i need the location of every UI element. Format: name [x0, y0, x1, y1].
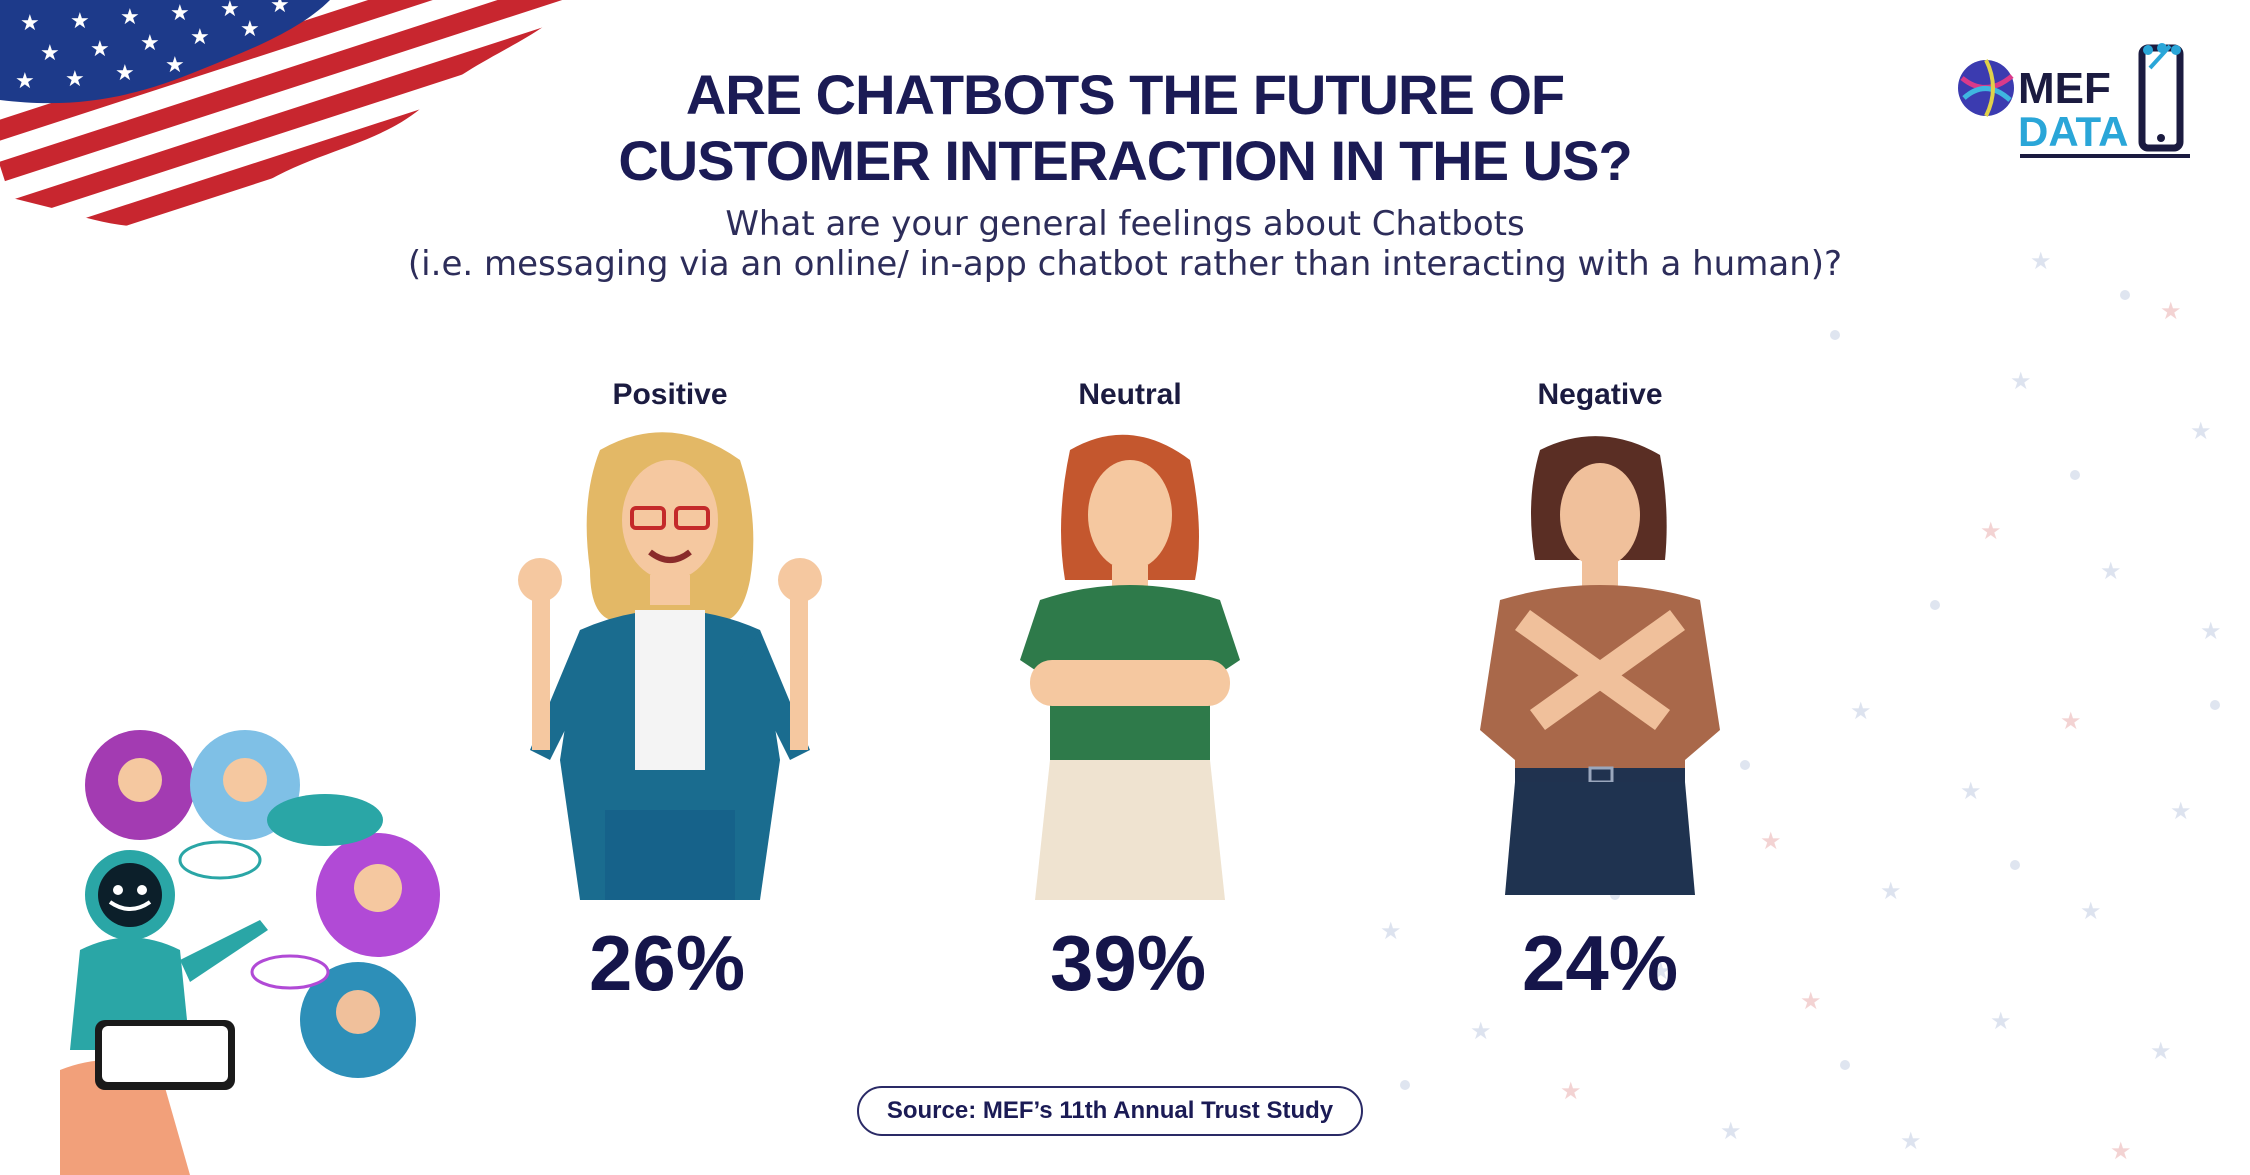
- svg-text:★: ★: [240, 17, 260, 42]
- us-flag-icon: ★ ★ ★ ★ ★ ★ ★ ★ ★ ★ ★ ★ ★ ★ ★: [0, 0, 575, 228]
- page-subtitle: What are your general feelings about Cha…: [0, 204, 2250, 284]
- svg-text:★: ★: [140, 31, 160, 56]
- subtitle-line-2: (i.e. messaging via an online/ in-app ch…: [407, 244, 1843, 284]
- svg-text:★: ★: [20, 11, 40, 36]
- logo-top-text: MEF: [2018, 64, 2111, 113]
- title-line-1: ARE CHATBOTS THE FUTURE OF: [685, 63, 1565, 126]
- svg-text:★: ★: [270, 0, 290, 18]
- svg-text:★: ★: [120, 5, 140, 30]
- negative-woman-illustration: [1480, 436, 1720, 895]
- positive-woman-illustration: [518, 432, 822, 900]
- label-positive: Positive: [612, 378, 728, 411]
- svg-text:★: ★: [165, 53, 185, 78]
- neutral-woman-illustration: [1020, 434, 1240, 900]
- svg-text:★: ★: [220, 0, 240, 22]
- svg-text:★: ★: [115, 61, 135, 86]
- chatbot-illustration: [60, 730, 440, 1175]
- title-line-2: CUSTOMER INTERACTION IN THE US?: [618, 129, 1632, 192]
- svg-text:★: ★: [90, 37, 110, 62]
- label-negative: Negative: [1537, 378, 1663, 411]
- svg-text:★: ★: [190, 25, 210, 50]
- value-positive: 26%: [588, 919, 746, 1007]
- svg-text:★: ★: [15, 69, 35, 94]
- source-note: Source: MEF’s 11th Annual Trust Study: [857, 1086, 1363, 1136]
- svg-text:★: ★: [170, 1, 190, 26]
- value-neutral: 39%: [1049, 919, 1207, 1007]
- page-title: ARE CHATBOTS THE FUTURE OF CUSTOMER INTE…: [0, 62, 2250, 194]
- value-negative: 24%: [1521, 919, 1679, 1007]
- svg-text:★: ★: [40, 41, 60, 66]
- mef-data-logo: MEF DATA: [1950, 38, 2220, 168]
- globe-logo-icon: [1958, 43, 2190, 158]
- label-neutral: Neutral: [1078, 378, 1182, 411]
- svg-text:★: ★: [70, 9, 90, 34]
- subtitle-line-1: What are your general feelings about Cha…: [725, 204, 1525, 244]
- svg-text:★: ★: [65, 67, 85, 92]
- logo-bottom-text: DATA: [2018, 108, 2129, 155]
